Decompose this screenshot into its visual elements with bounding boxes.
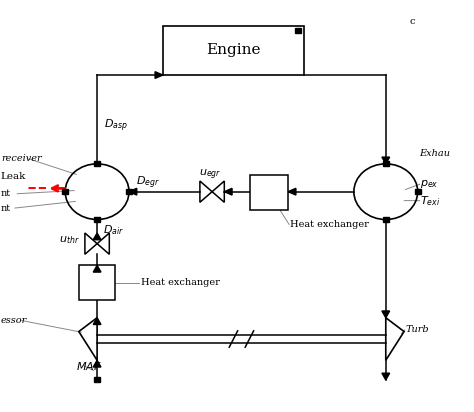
Polygon shape	[93, 233, 101, 240]
Bar	[94, 162, 100, 166]
Text: $D_{air}$: $D_{air}$	[103, 223, 124, 236]
Text: $T_{exi}$: $T_{exi}$	[419, 194, 440, 208]
Bar	[383, 162, 389, 166]
Text: receiver: receiver	[1, 154, 42, 164]
Text: $D_{asp}$: $D_{asp}$	[104, 118, 128, 134]
Text: Exhau: Exhau	[419, 149, 451, 158]
Text: nt: nt	[1, 189, 11, 198]
Bar	[126, 189, 132, 194]
Text: $p_{ex}$: $p_{ex}$	[419, 178, 438, 190]
Text: Heat exchanger: Heat exchanger	[141, 278, 219, 287]
Text: nt: nt	[1, 204, 11, 213]
Text: Heat exchanger: Heat exchanger	[291, 220, 369, 229]
Polygon shape	[382, 373, 390, 380]
Text: $D_{egr}$: $D_{egr}$	[136, 174, 160, 191]
Bar	[163, 26, 304, 75]
Polygon shape	[93, 360, 101, 367]
Polygon shape	[382, 311, 390, 318]
Bar	[250, 176, 288, 210]
Bar	[94, 217, 100, 222]
Text: $MAF$: $MAF$	[76, 360, 102, 372]
Bar	[94, 377, 100, 382]
Text: $u_{egr}$: $u_{egr}$	[199, 167, 221, 182]
Bar	[295, 28, 301, 33]
Polygon shape	[382, 157, 390, 164]
Text: Leak: Leak	[1, 172, 26, 181]
Bar	[383, 217, 389, 222]
Text: c: c	[409, 17, 415, 26]
Text: Turb: Turb	[406, 325, 429, 334]
Bar	[63, 189, 68, 194]
Text: essor: essor	[1, 316, 27, 325]
Polygon shape	[224, 188, 232, 195]
Bar	[79, 265, 115, 300]
Polygon shape	[155, 72, 163, 78]
Bar	[415, 189, 420, 194]
Polygon shape	[93, 265, 101, 272]
Polygon shape	[129, 188, 137, 195]
Polygon shape	[288, 188, 296, 195]
Polygon shape	[93, 318, 101, 325]
Text: Engine: Engine	[206, 44, 261, 58]
Text: $u_{thr}$: $u_{thr}$	[59, 234, 80, 246]
